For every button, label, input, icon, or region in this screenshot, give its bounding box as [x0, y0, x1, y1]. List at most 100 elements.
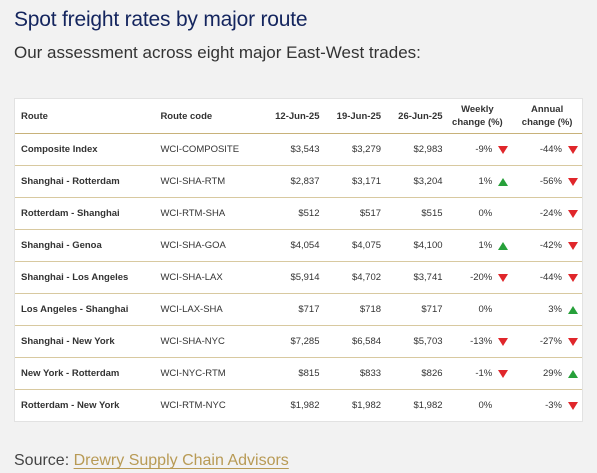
- change-value: 0%: [478, 304, 493, 315]
- rates-table: Route Route code 12-Jun-25 19-Jun-25 26-…: [15, 99, 582, 421]
- triangle-down-icon: [568, 273, 578, 282]
- no-change-spacer: [498, 210, 508, 218]
- weekly-change-cell: -20%: [442, 261, 513, 294]
- route-cell: Shanghai - Genoa: [15, 229, 155, 262]
- route-code-cell: WCI-LAX-SHA: [154, 293, 258, 326]
- route-cell: New York - Rotterdam: [15, 357, 155, 390]
- route-cell: Composite Index: [15, 133, 155, 166]
- change-value: -9%: [475, 144, 493, 155]
- rate-date-1-cell: $2,837: [257, 165, 320, 198]
- rate-date-3-cell: $515: [381, 197, 443, 230]
- annual-change-cell: -56%: [512, 165, 582, 198]
- route-cell: Rotterdam - Shanghai: [15, 197, 155, 230]
- route-cell: Los Angeles - Shanghai: [15, 293, 155, 326]
- rate-date-3-cell: $5,703: [381, 325, 443, 358]
- change-value: -13%: [470, 336, 493, 347]
- triangle-down-icon: [568, 145, 578, 154]
- change-value: -3%: [545, 400, 562, 411]
- weekly-change-cell: 1%: [442, 165, 513, 198]
- header-route-code: Route code: [154, 99, 258, 134]
- weekly-change-cell: -13%: [442, 325, 513, 358]
- source-link[interactable]: Drewry Supply Chain Advisors: [73, 452, 289, 469]
- triangle-down-icon: [568, 337, 578, 346]
- no-change-spacer: [498, 402, 508, 410]
- route-code-cell: WCI-COMPOSITE: [154, 133, 258, 166]
- triangle-up-icon: [568, 305, 578, 314]
- source-label: Source:: [14, 452, 74, 469]
- weekly-change-cell: 0%: [443, 390, 513, 422]
- change-value: -24%: [539, 208, 562, 219]
- rate-date-2-cell: $833: [319, 357, 382, 390]
- table-row: Shanghai - New York WCI-SHA-NYC $7,285 $6,5…: [15, 325, 582, 358]
- route-code-cell: WCI-SHA-GOA: [154, 229, 258, 262]
- route-code-cell: WCI-SHA-LAX: [154, 261, 258, 294]
- weekly-change-cell: -9%: [442, 133, 513, 166]
- change-value: 1%: [478, 176, 493, 187]
- rate-date-3-cell: $1,982: [413, 400, 443, 411]
- header-annual-change: Annual change (%): [512, 99, 582, 134]
- annual-change-cell: -27%: [512, 325, 582, 358]
- change-value: 1%: [478, 240, 493, 251]
- triangle-down-icon: [498, 337, 509, 346]
- weekly-change-cell: -1%: [442, 357, 513, 390]
- rate-date-3-cell: $826: [381, 357, 443, 390]
- route-cell: Shanghai - Los Angeles: [15, 261, 155, 294]
- weekly-change-cell: 1%: [442, 229, 513, 262]
- header-route: Route: [15, 99, 155, 134]
- triangle-up-icon: [498, 177, 509, 186]
- header-date-1: 12-Jun-25: [257, 99, 320, 134]
- weekly-change-cell: 0%: [442, 197, 513, 230]
- rate-date-2-cell: $1,982: [351, 400, 382, 411]
- annual-change-cell: 29%: [512, 357, 582, 390]
- change-value: 0%: [478, 400, 493, 411]
- header-date-3: 26-Jun-25: [381, 99, 443, 134]
- page-subtitle: Our assessment across eight major East-W…: [14, 43, 421, 62]
- route-code-cell: WCI-RTM-NYC: [160, 400, 226, 411]
- triangle-down-icon: [568, 401, 578, 410]
- rate-date-1-cell: $512: [257, 197, 320, 230]
- rate-date-2-cell: $4,702: [319, 261, 382, 294]
- page-title: Spot freight rates by major route: [14, 8, 308, 31]
- weekly-change-cell: 0%: [442, 293, 513, 326]
- triangle-down-icon: [568, 241, 578, 250]
- change-value: -42%: [539, 240, 562, 251]
- change-value: 0%: [478, 208, 493, 219]
- source-line: Source: Drewry Supply Chain Advisors: [14, 452, 289, 470]
- change-value: 29%: [542, 368, 562, 379]
- change-value: 3%: [548, 304, 562, 315]
- rate-date-3-cell: $717: [381, 293, 443, 326]
- rate-date-1-cell: $4,054: [257, 229, 320, 262]
- route-cell: Rotterdam - New York: [21, 400, 120, 411]
- annual-change-cell: -3%: [512, 390, 582, 422]
- route-code-cell: WCI-NYC-RTM: [154, 357, 258, 390]
- table-row: New York - Rotterdam WCI-NYC-RTM $815 $833 $…: [15, 357, 582, 390]
- table-row: Los Angeles - Shanghai WCI-LAX-SHA $717 $71…: [15, 293, 582, 326]
- triangle-up-icon: [568, 369, 578, 378]
- change-value: -44%: [539, 144, 562, 155]
- triangle-down-icon: [498, 273, 509, 282]
- header-weekly-change: Weekly change (%): [442, 99, 513, 134]
- rate-date-2-cell: $6,584: [319, 325, 382, 358]
- change-value: -20%: [470, 272, 493, 283]
- table-body: Composite Index WCI-COMPOSITE $3,543 $3,279…: [15, 133, 582, 422]
- route-code-cell: WCI-SHA-NYC: [154, 325, 258, 358]
- annual-change-cell: 3%: [512, 293, 582, 326]
- rate-date-2-cell: $4,075: [319, 229, 382, 262]
- rate-date-3-cell: $4,100: [381, 229, 443, 262]
- annual-change-cell: -24%: [512, 197, 582, 230]
- triangle-down-icon: [568, 177, 578, 186]
- rate-date-2-cell: $3,171: [319, 165, 382, 198]
- triangle-down-icon: [498, 369, 509, 378]
- rate-date-1-cell: $815: [257, 357, 320, 390]
- triangle-up-icon: [498, 241, 509, 250]
- rate-date-2-cell: $517: [319, 197, 382, 230]
- table-row: Composite Index WCI-COMPOSITE $3,543 $3,279…: [15, 133, 582, 166]
- change-value: -27%: [539, 336, 562, 347]
- rates-card: Route Route code 12-Jun-25 19-Jun-25 26-…: [14, 98, 583, 422]
- route-cell: Shanghai - Rotterdam: [15, 165, 155, 198]
- route-code-cell: WCI-SHA-RTM: [154, 165, 258, 198]
- table-header-row: Route Route code 12-Jun-25 19-Jun-25 26-…: [15, 99, 582, 134]
- rate-date-1-cell: $7,285: [257, 325, 320, 358]
- route-code-cell: WCI-RTM-SHA: [154, 197, 258, 230]
- table-row: Shanghai - Los Angeles WCI-SHA-LAX $5,914 $…: [15, 261, 582, 294]
